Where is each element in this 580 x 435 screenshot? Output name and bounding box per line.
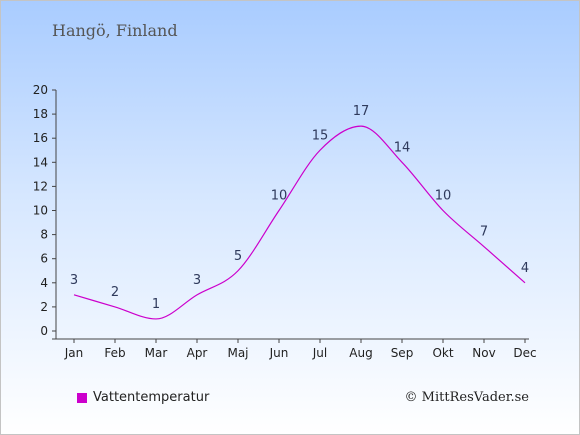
data-label: 3 [193, 273, 201, 288]
x-tick-label: Apr [187, 346, 208, 360]
data-label: 10 [435, 189, 452, 204]
x-tick-label: Maj [227, 346, 248, 360]
y-tick-label: 12 [33, 179, 48, 193]
data-label: 3 [70, 273, 78, 288]
y-tick-label: 8 [40, 228, 48, 242]
y-tick-label: 20 [33, 83, 48, 97]
x-tick-label: Mar [145, 346, 168, 360]
chart-title: Hangö, Finland [52, 21, 178, 40]
legend: Vattentemperatur [77, 390, 209, 405]
data-label: 5 [234, 249, 242, 264]
data-label: 4 [521, 261, 529, 276]
y-tick-label: 6 [40, 252, 48, 266]
x-tick-label: Jun [269, 346, 289, 360]
legend-swatch [77, 392, 87, 403]
data-label: 7 [480, 225, 488, 240]
x-tick-label: Jan [64, 346, 84, 360]
y-tick-label: 18 [33, 107, 48, 121]
y-tick-label: 16 [33, 131, 48, 145]
data-label: 14 [394, 140, 411, 155]
legend-label: Vattentemperatur [93, 390, 210, 405]
data-label: 17 [353, 104, 370, 119]
x-tick-label: Okt [432, 346, 453, 360]
y-tick-label: 2 [40, 300, 48, 314]
x-tick-label: Jul [312, 346, 327, 360]
data-label: 15 [312, 128, 329, 143]
x-tick-label: Nov [472, 346, 495, 360]
x-tick-label: Feb [104, 346, 125, 360]
y-tick-label: 10 [33, 204, 48, 218]
series-line-vattentemperatur [73, 125, 526, 320]
y-tick-label: 0 [40, 324, 48, 338]
data-label: 10 [271, 189, 288, 204]
x-tick-label: Aug [349, 346, 372, 360]
data-label: 1 [152, 297, 160, 312]
y-tick-label: 14 [33, 155, 48, 169]
data-label: 2 [111, 285, 119, 300]
copyright-text: © MittResVader.se [404, 390, 529, 405]
x-tick-label: Dec [513, 346, 536, 360]
x-tick-label: Sep [391, 346, 414, 360]
y-tick-label: 4 [40, 276, 48, 290]
